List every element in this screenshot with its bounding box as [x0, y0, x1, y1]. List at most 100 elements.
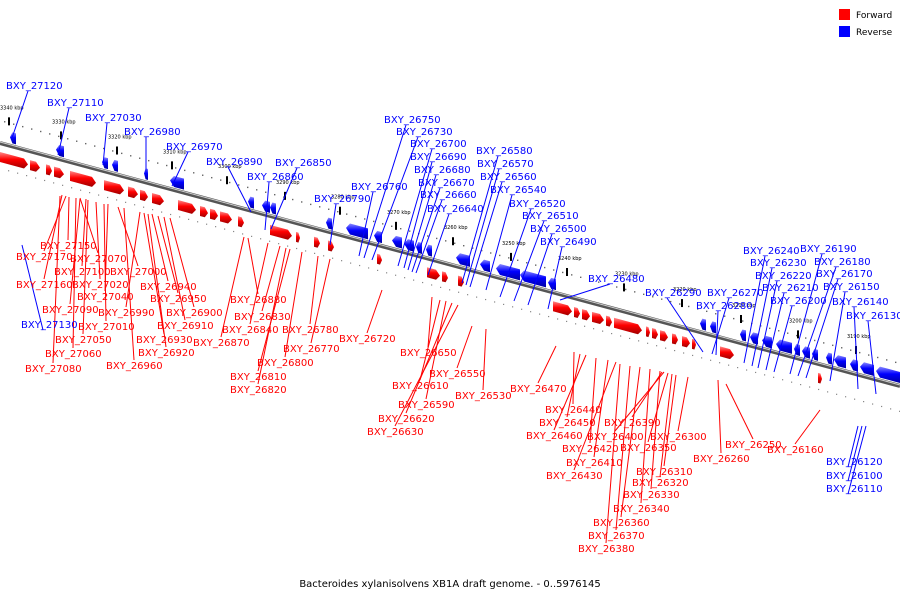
leader-line — [461, 155, 499, 284]
tick-label: 3330 kbp — [52, 119, 76, 125]
track-dot — [796, 334, 798, 337]
reverse-gene-block — [112, 159, 118, 172]
forward-gene-label: BXY_27040 — [77, 292, 134, 303]
forward-gene-block — [46, 164, 52, 176]
track-dot — [823, 342, 825, 344]
reverse-gene-block — [876, 366, 900, 383]
leader-line — [666, 297, 704, 353]
leader-line — [527, 233, 553, 306]
track-dot — [472, 247, 474, 249]
leader-line — [171, 151, 189, 187]
leader-line — [82, 199, 89, 335]
leader-line — [482, 328, 487, 391]
track-dot — [535, 264, 537, 266]
forward-gene-block — [672, 333, 678, 345]
track-dot — [332, 257, 334, 259]
track-dot — [787, 332, 789, 334]
track-dot — [593, 328, 595, 330]
track-dot — [206, 223, 208, 225]
map-caption: Bacteroides xylanisolvens XB1A draft gen… — [299, 579, 600, 590]
track-dot — [841, 347, 843, 349]
track-dot — [832, 344, 834, 347]
track-dot — [395, 274, 397, 276]
track-dot — [616, 286, 618, 288]
leader-line — [615, 365, 631, 531]
track-dot — [553, 269, 555, 271]
leader-line — [715, 310, 719, 356]
forward-gene-block — [442, 271, 448, 283]
track-dot — [256, 189, 258, 191]
reverse-gene-label: BXY_26700 — [410, 139, 467, 150]
leader-line — [415, 199, 443, 274]
track-dot — [58, 135, 60, 138]
reverse-gene-label: BXY_26110 — [826, 484, 883, 495]
reverse-gene-block — [456, 253, 470, 267]
track-dot — [107, 196, 109, 199]
track-dot — [517, 259, 519, 261]
forward-gene-block — [270, 224, 292, 240]
forward-gene-label: BXY_26720 — [339, 334, 396, 345]
leader-line — [163, 216, 186, 321]
leader-line — [465, 168, 500, 286]
forward-gene-label: BXY_26160 — [767, 445, 824, 456]
forward-gene-block — [314, 236, 320, 248]
reverse-gene-label: BXY_26980 — [124, 127, 181, 138]
forward-gene-block — [458, 275, 464, 287]
track-dot — [670, 300, 672, 303]
forward-gene-block — [606, 315, 612, 327]
leader-line — [605, 363, 621, 544]
track-dot — [269, 240, 271, 242]
tick-label: 3320 kbp — [108, 135, 132, 141]
reverse-gene-label: BXY_26670 — [418, 178, 475, 189]
leader-line — [220, 236, 245, 338]
forward-gene-block — [592, 311, 604, 324]
forward-gene-block — [140, 189, 148, 202]
track-dot — [148, 159, 150, 162]
leader-line — [403, 161, 433, 269]
track-dot — [863, 401, 865, 403]
reverse-gene-block — [520, 270, 546, 288]
leader-line — [847, 425, 859, 468]
leader-line — [125, 211, 141, 308]
track-dot — [742, 320, 744, 322]
track-dot — [715, 313, 717, 315]
forward-gene-label: BXY_27070 — [70, 254, 127, 265]
track-dot — [449, 289, 451, 291]
track-dot — [481, 249, 483, 252]
track-dot — [337, 210, 339, 213]
reverse-gene-label: BXY_26760 — [351, 182, 408, 193]
leader-line — [485, 194, 513, 291]
tick-label: 3220 kbp — [673, 287, 697, 293]
track-dot — [881, 405, 883, 408]
tick-label: 3230 kbp — [615, 271, 639, 277]
tick-mark — [339, 206, 341, 215]
forward-gene-label: BXY_26930 — [136, 335, 193, 346]
reverse-gene-block — [374, 230, 382, 244]
track-dot — [818, 388, 820, 391]
track-dot — [724, 315, 726, 317]
forward-gene-label: BXY_26380 — [578, 544, 635, 555]
forward-gene-label: BXY_27020 — [72, 280, 129, 291]
track-dot — [76, 140, 78, 142]
track-dot — [602, 330, 604, 332]
reverse-gene-label: BXY_26570 — [477, 159, 534, 170]
tick-mark — [566, 268, 568, 277]
forward-gene-block — [296, 231, 300, 243]
forward-gene-label: BXY_26260 — [693, 454, 750, 465]
track-dot — [278, 243, 280, 245]
track-dot — [445, 240, 447, 242]
track-dot — [134, 204, 136, 206]
track-dot — [485, 298, 487, 301]
forward-gene-block — [178, 200, 196, 214]
track-dot — [71, 187, 73, 189]
forward-gene-label: BXY_26340 — [613, 504, 670, 515]
reverse-gene-label: BXY_26850 — [275, 158, 332, 169]
track-dot — [683, 352, 685, 354]
track-dot — [67, 138, 69, 140]
track-dot — [8, 170, 10, 172]
leader-line — [123, 207, 135, 361]
leader-line — [143, 212, 165, 335]
track-dot — [638, 340, 640, 342]
tick-mark — [797, 330, 799, 339]
track-dot — [854, 398, 856, 400]
